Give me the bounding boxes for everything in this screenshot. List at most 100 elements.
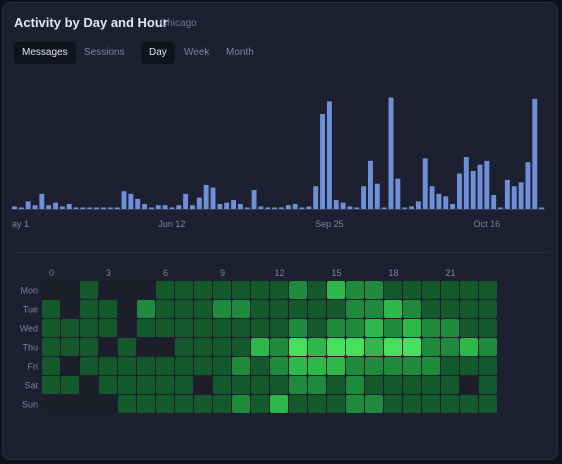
bar <box>306 206 312 209</box>
heatmap-cell <box>80 338 98 356</box>
bar <box>525 162 531 209</box>
bar <box>183 193 189 209</box>
heatmap-cell <box>213 357 231 375</box>
bar <box>279 207 284 209</box>
heatmap-cell <box>99 395 117 413</box>
bar <box>237 203 243 209</box>
heatmap-cell <box>365 281 383 299</box>
heatmap-cell <box>137 338 155 356</box>
heatmap-cell <box>118 281 136 299</box>
heatmap-cell <box>384 376 402 394</box>
heatmap-cell <box>441 338 459 356</box>
bar <box>176 205 182 209</box>
heatmap-cell <box>308 395 326 413</box>
bar <box>340 202 346 209</box>
heatmap-day-label: Fri <box>28 362 39 372</box>
tab-sessions[interactable]: Sessions <box>84 47 125 58</box>
bar <box>457 173 462 209</box>
heatmap-cell <box>42 376 60 394</box>
heatmap-cell <box>99 338 117 356</box>
heatmap-cell <box>327 300 345 318</box>
card-title: Activity by Day and Hour <box>14 15 168 30</box>
heatmap-cell <box>422 357 440 375</box>
heatmap-cell <box>346 338 364 356</box>
heatmap-cell <box>156 357 174 375</box>
heatmap-cell <box>213 300 231 318</box>
heatmap-cell <box>308 376 326 394</box>
heatmap-cell <box>232 319 250 337</box>
heatmap-cell <box>479 319 497 337</box>
heatmap-cell <box>422 376 440 394</box>
heatmap-cell <box>175 338 193 356</box>
heatmap-cell <box>61 357 79 375</box>
heatmap-hour-label: 3 <box>106 268 111 278</box>
heatmap-cell <box>327 376 345 394</box>
heatmap-cell <box>460 300 478 318</box>
bar <box>25 201 31 209</box>
heatmap-cell <box>308 319 326 337</box>
heatmap-cell <box>80 395 98 413</box>
bar <box>388 97 394 209</box>
heatmap-cell <box>403 357 421 375</box>
heatmap-cell <box>80 300 98 318</box>
heatmap-cell <box>346 319 364 337</box>
bar <box>368 160 373 209</box>
heatmap-cell <box>403 319 421 337</box>
tab-month[interactable]: Month <box>226 47 254 58</box>
heatmap-cell <box>460 338 478 356</box>
heatmap-cell <box>346 357 364 375</box>
heatmap-cell <box>289 376 307 394</box>
tab-week[interactable]: Week <box>184 47 210 58</box>
heatmap-cell <box>156 300 174 318</box>
heatmap-cell <box>213 319 231 337</box>
bar <box>443 196 449 209</box>
heatmap-cell <box>270 338 288 356</box>
heatmap-cell <box>137 319 155 337</box>
heatmap-cell <box>346 281 364 299</box>
heatmap-cell <box>99 357 117 375</box>
tab-day[interactable]: Day <box>141 42 175 64</box>
tab-messages[interactable]: Messages <box>14 42 76 64</box>
bar <box>422 158 428 209</box>
heatmap-cell <box>346 376 364 394</box>
heatmap-cell <box>365 319 383 337</box>
bar <box>320 114 326 209</box>
heatmap-cell <box>118 376 136 394</box>
heatmap-cell <box>42 357 60 375</box>
heatmap-cell <box>99 319 117 337</box>
bar <box>196 197 202 209</box>
heatmap-cell <box>118 319 136 337</box>
heatmap-cell <box>460 357 478 375</box>
heatmap-cell <box>365 300 383 318</box>
heatmap-cell <box>61 300 79 318</box>
heatmap-cell <box>118 338 136 356</box>
bar <box>94 207 100 209</box>
heatmap-cell <box>308 281 326 299</box>
heatmap-cell <box>194 300 212 318</box>
heatmap-cell <box>232 357 250 375</box>
bar <box>347 206 353 209</box>
heatmap-hour-label: 6 <box>163 268 168 278</box>
heatmap-cell <box>156 338 174 356</box>
heatmap-cell <box>251 395 269 413</box>
heatmap-cell <box>232 300 250 318</box>
heatmap-cell <box>441 300 459 318</box>
bar <box>470 171 476 209</box>
heatmap-cell <box>289 357 307 375</box>
bar <box>265 207 271 209</box>
bar <box>231 200 237 209</box>
bar <box>12 206 17 209</box>
heatmap-cell <box>175 281 193 299</box>
heatmap-cell <box>422 281 440 299</box>
heatmap-cell <box>61 281 79 299</box>
heatmap-cell <box>289 338 307 356</box>
heatmap-cell <box>156 281 174 299</box>
heatmap-day-label: Wed <box>20 324 38 334</box>
heatmap-cell <box>251 300 269 318</box>
heatmap-cell <box>61 319 79 337</box>
heatmap-cell <box>156 395 174 413</box>
heatmap-cell <box>270 319 288 337</box>
bar <box>395 178 401 209</box>
heatmap-cell <box>289 300 307 318</box>
bar <box>128 193 134 209</box>
